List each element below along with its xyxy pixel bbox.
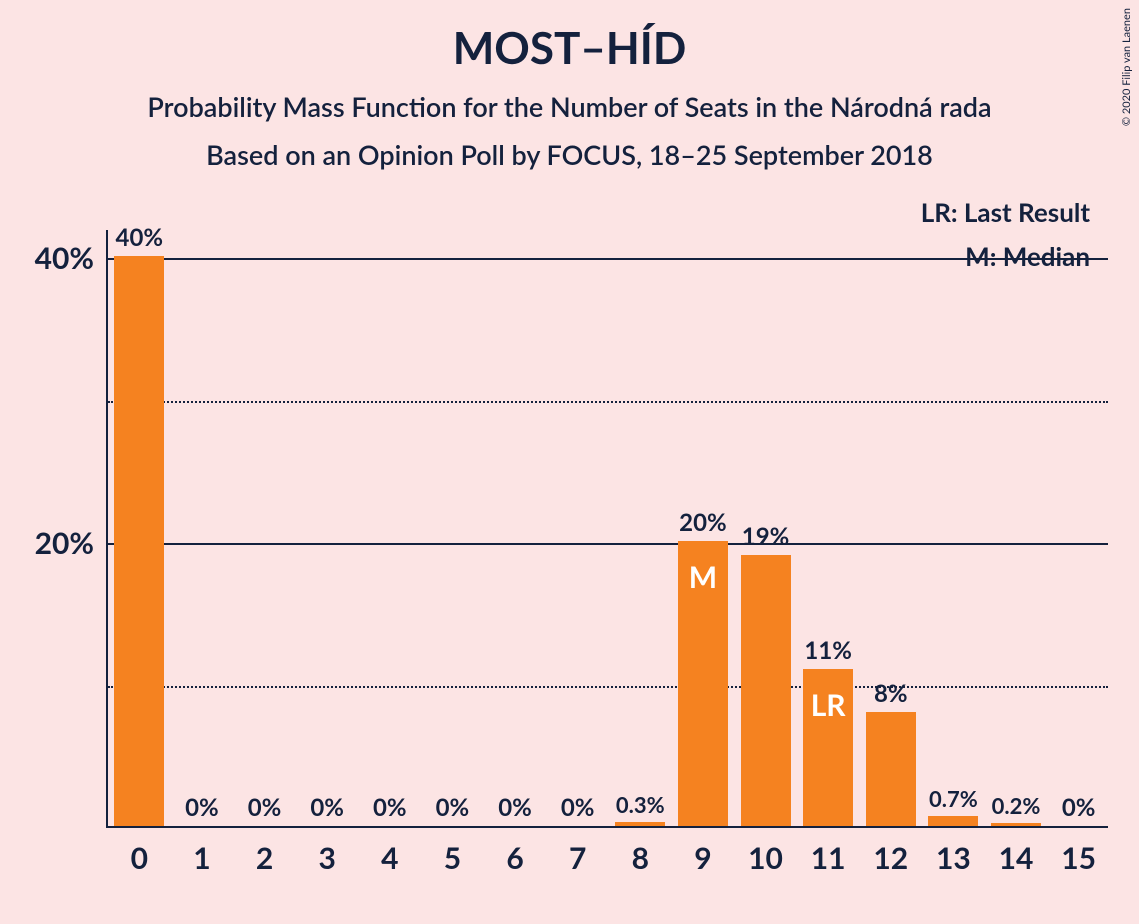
bar-slot: 40%0 — [108, 228, 171, 826]
bar-slot: 20%M9 — [672, 228, 735, 826]
bar-value-label: 8% — [874, 679, 908, 712]
bar: 0.7% — [928, 816, 978, 826]
bar: 19% — [741, 555, 791, 826]
bar-inner-label: LR — [811, 687, 846, 723]
bar-slot: 0%6 — [484, 228, 547, 826]
bar-inner-label: M — [689, 559, 717, 595]
bar-value-label: 0% — [498, 793, 532, 826]
bar-slot: 8%12 — [860, 228, 923, 826]
bar-slot: 0%3 — [296, 228, 359, 826]
bar-value-label: 20% — [679, 508, 727, 541]
bar: 8% — [866, 712, 916, 826]
bar-slot: 0%7 — [546, 228, 609, 826]
x-axis-label: 6 — [506, 826, 523, 876]
bar-value-label: 0.2% — [992, 792, 1041, 823]
chart-title: MOST–HÍD — [0, 22, 1139, 74]
bar-value-label: 0% — [248, 793, 282, 826]
bar-slot: 0.3%8 — [609, 228, 672, 826]
bar: 11%LR — [803, 669, 853, 826]
bar-slot: 0%1 — [171, 228, 234, 826]
bar-value-label: 0.3% — [616, 791, 665, 822]
bar-value-label: 0% — [1062, 793, 1096, 826]
y-axis-label: 40% — [35, 240, 108, 276]
x-axis-label: 5 — [444, 826, 461, 876]
bar-slot: 0%2 — [233, 228, 296, 826]
bar: 40% — [114, 256, 164, 826]
x-axis-label: 13 — [936, 826, 971, 876]
bar-value-label: 11% — [804, 636, 852, 669]
bar-slot: 0%5 — [421, 228, 484, 826]
legend-lr: LR: Last Result — [921, 196, 1090, 228]
bar-slot: 0.7%13 — [922, 228, 985, 826]
bar-value-label: 0% — [185, 793, 219, 826]
chart-subtitle-1: Probability Mass Function for the Number… — [0, 90, 1139, 123]
x-axis-label: 3 — [318, 826, 335, 876]
bar: 20%M — [678, 541, 728, 826]
x-axis-label: 0 — [131, 826, 148, 876]
x-axis-label: 10 — [748, 826, 783, 876]
x-axis-label: 2 — [256, 826, 273, 876]
x-axis-label: 7 — [569, 826, 586, 876]
x-axis-label: 12 — [873, 826, 908, 876]
x-axis-label: 9 — [694, 826, 711, 876]
bar-value-label: 0% — [561, 793, 595, 826]
bar-slot: 0%15 — [1047, 228, 1110, 826]
bar-value-label: 0.7% — [929, 785, 978, 816]
x-axis-label: 15 — [1061, 826, 1096, 876]
bar-slot: 19%10 — [734, 228, 797, 826]
bar-slot: 11%LR11 — [797, 228, 860, 826]
x-axis-label: 1 — [193, 826, 210, 876]
x-axis-label: 14 — [999, 826, 1034, 876]
bar-value-label: 0% — [373, 793, 407, 826]
y-axis-label: 20% — [35, 525, 108, 561]
bar-value-label: 0% — [310, 793, 344, 826]
bar-slot: 0.2%14 — [985, 228, 1048, 826]
x-axis-label: 4 — [381, 826, 398, 876]
chart-container: MOST–HÍD Probability Mass Function for t… — [0, 0, 1139, 924]
copyright: © 2020 Filip van Laenen — [1120, 8, 1133, 126]
x-axis-label: 11 — [811, 826, 846, 876]
bar-value-label: 0% — [436, 793, 470, 826]
bar-slot: 0%4 — [359, 228, 422, 826]
bar-value-label: 40% — [116, 223, 164, 256]
plot-area: LR: Last Result M: Median 20%40%40%00%10… — [106, 230, 1108, 828]
x-axis-label: 8 — [632, 826, 649, 876]
chart-subtitle-2: Based on an Opinion Poll by FOCUS, 18–25… — [0, 138, 1139, 171]
bar-value-label: 19% — [742, 522, 790, 555]
